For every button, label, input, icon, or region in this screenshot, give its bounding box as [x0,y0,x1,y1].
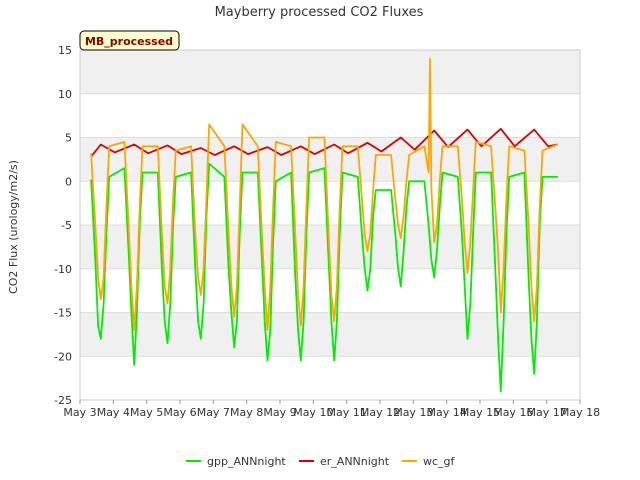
x-tick-label: May 13 [393,406,433,419]
y-tick-label: -15 [54,307,72,320]
plot-frame [79,49,581,401]
plot-band [80,137,580,182]
y-tick-label: 5 [65,132,72,145]
y-axis-ticks: 15 10 5 0 -5 -10 -15 -20 -25 [54,44,72,407]
x-tick-label: May 12 [360,406,400,419]
legend-label: wc_gf [423,455,456,468]
x-tick-label: May 7 [197,406,230,419]
x-tick-label: May 18 [560,406,600,419]
site-tag: MB_processed [79,30,180,51]
x-tick-label: May 6 [163,406,196,419]
y-tick-label: 0 [65,175,72,188]
x-tick-label: May 14 [427,406,467,419]
x-tick-label: May 10 [293,406,333,419]
x-tick-label: May 15 [460,406,500,419]
plot-band [80,50,580,94]
y-tick-label: 15 [58,44,72,57]
x-tick-label: May 17 [527,406,567,419]
x-tick-label: May 8 [230,406,263,419]
x-tick-label: May 3 [63,406,96,419]
site-tag-label: MB_processed [85,35,173,48]
y-tick-label: -5 [61,219,72,232]
legend: gpp_ANNnight er_ANNnight wc_gf [186,455,456,468]
series-layer [90,57,559,393]
x-tick-label: May 4 [97,406,130,419]
x-tick-label: May 5 [130,406,163,419]
site-tag-box [79,30,180,51]
y-axis-label: CO2 Flux (urology/m2/s) [7,160,20,294]
y-tick-label: -25 [54,394,72,407]
y-tick-label: -10 [54,263,72,276]
x-tick-label: May 11 [327,406,367,419]
legend-label: er_ANNnight [320,455,390,468]
plot-band [80,312,580,357]
chart-title: Mayberry processed CO2 Fluxes [215,5,424,20]
series-line-gpp_ANNnight [90,162,558,393]
legend-label: gpp_ANNnight [207,455,286,468]
x-tick-label: May 16 [493,406,533,419]
series-line-wc_gf [90,57,559,331]
y-tick-label: 10 [58,88,72,101]
y-tick-label: -20 [54,350,72,363]
x-tick-label: May 9 [263,406,296,419]
